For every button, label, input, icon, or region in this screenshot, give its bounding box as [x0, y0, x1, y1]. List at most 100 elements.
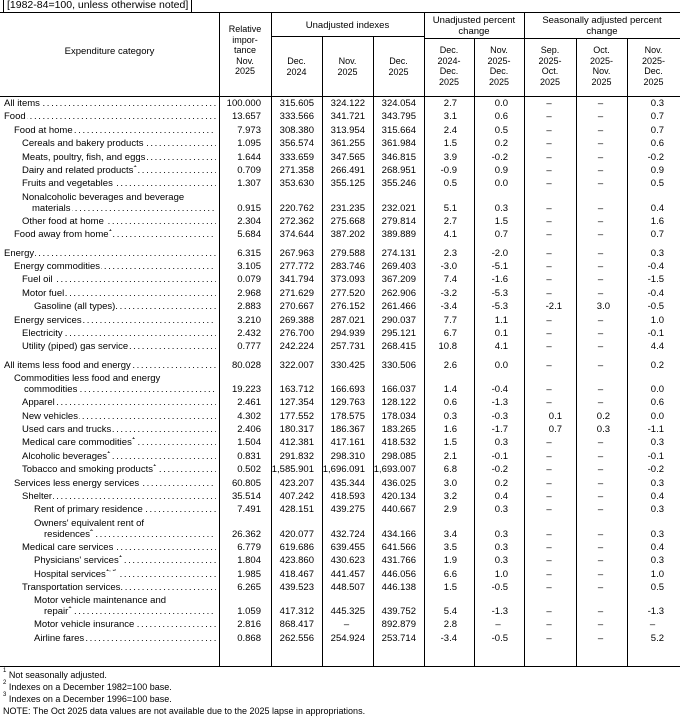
col-rule [373, 37, 374, 666]
cell-value: – [343, 619, 350, 631]
seasonal-pct-header-line: change [586, 26, 618, 37]
cell-value: 0.3 [494, 202, 508, 214]
cell-value: 60.805 [231, 477, 261, 489]
cell-value: 2.7 [443, 98, 457, 109]
cell-value: 0.5 [494, 124, 508, 136]
cell-value: 423.207 [279, 477, 314, 489]
cell-value: 418.593 [330, 491, 365, 502]
cell-value: 423.860 [279, 555, 314, 567]
cell-value: 1.0 [650, 314, 664, 326]
cell-value: – [546, 341, 552, 353]
cell-value: 333.659 [279, 151, 314, 163]
col-rule [271, 12, 272, 666]
cell-value: – [597, 274, 604, 286]
cell-value: 1.0 [650, 568, 664, 580]
cell-value: 10.8 [438, 341, 458, 353]
cell-value: 253.714 [381, 632, 416, 644]
cell-value: -1.3 [491, 397, 508, 409]
cell-value: 2.461 [237, 397, 261, 409]
cell-value: -1.3 [647, 606, 664, 618]
cell-value: – [546, 328, 552, 339]
cell-value: -0.3 [491, 410, 508, 422]
cell-value: 341.721 [330, 111, 365, 123]
cell-value: 361.255 [330, 138, 365, 150]
cell-value: – [597, 261, 604, 272]
cell-value: 3.9 [443, 151, 457, 163]
cell-value: 428.151 [279, 504, 314, 516]
row-label: Rent of primary residence [34, 504, 216, 516]
cell-value: 0.1 [494, 328, 508, 339]
cell-value: 1.059 [237, 606, 261, 618]
cell-value: 346.815 [381, 151, 416, 163]
sub-header-line: 2025 [539, 76, 561, 87]
cell-value: -0.2 [491, 464, 508, 476]
cell-value: 1.504 [237, 437, 261, 449]
cell-value: 7.4 [443, 274, 457, 286]
footnote: 2 Indexes on a December 1982=100 base. [3, 680, 172, 692]
table-row: Food away from home1 5.684 374.644 387.202 3… [0, 229, 680, 242]
sub-header-col-5: Nov. 2025- Dec. 2025 [474, 45, 524, 87]
cell-value: -0.2 [647, 151, 664, 163]
cell-value: 439.752 [381, 606, 416, 618]
cell-value: 0.6 [650, 138, 664, 150]
table-row: Transportation services 6.265 439.523 448.5… [0, 582, 680, 595]
sub-header-line: 2025- [589, 55, 614, 66]
cell-value: 445.325 [330, 606, 365, 618]
cell-value: 80.028 [231, 359, 261, 371]
header-importance: Relative impor-tance Nov. 2025 [219, 24, 271, 77]
table-row: Food 13.657 333.566 341.721 343.795 3.1 0.6 – – 0… [0, 111, 680, 124]
cell-value: 0.3 [494, 504, 508, 516]
header-seasonal-pct: Seasonally adjusted percent change [524, 15, 680, 37]
row-label: Physicians' services1 [34, 555, 216, 567]
table-row: Motor fuel 2.968 271.629 277.520 262.906 -3.2… [0, 287, 680, 301]
cell-value: 6.7 [443, 328, 457, 339]
sub-header-line: 2025 [591, 76, 612, 87]
cell-value: 434.166 [381, 528, 416, 540]
cell-value: 271.629 [279, 287, 314, 299]
cell-value: 1,696.091 [322, 464, 365, 476]
row-label-line1: Nonalcoholic beverages and beverage [22, 191, 185, 203]
cell-value: 129.763 [330, 397, 365, 409]
cell-value: – [597, 202, 604, 214]
header-top-rule [0, 12, 680, 13]
row-label: Fruits and vegetables [22, 178, 216, 190]
cell-value: – [546, 138, 552, 150]
cell-value: 0.7 [650, 229, 664, 241]
cell-value: 0.0 [650, 410, 664, 422]
cell-value: -0.4 [647, 261, 664, 272]
cell-value: – [546, 261, 552, 272]
row-label: Dairy and related products1 [22, 165, 216, 176]
table-row: Food at home 7.973 308.380 313.954 315.664 2.… [0, 124, 680, 138]
sub-header-line: 2025- [641, 55, 666, 66]
table-row: New vehicles 4.302 177.552 178.575 178.034 0.… [0, 410, 680, 424]
cell-value: 0.0 [650, 384, 664, 396]
table-row: Motor vehicle insurance 2.816 868.417 – 892.… [0, 619, 680, 632]
cell-value: 0.9 [650, 165, 664, 176]
cell-value: – [546, 528, 552, 540]
cell-value: – [597, 528, 604, 540]
cell-value: 389.889 [381, 229, 416, 241]
cell-value: -0.4 [491, 384, 508, 396]
cell-value: 6.315 [237, 247, 261, 259]
row-label: repair1 [44, 606, 216, 618]
cell-value: 0.6 [650, 397, 664, 409]
cell-value: – [546, 555, 552, 567]
cell-value: – [597, 165, 604, 176]
cell-value: 1.6 [650, 215, 664, 227]
cell-value: -0.1 [491, 450, 508, 462]
cell-value: 2.4 [443, 124, 457, 136]
sub-header-line: Nov. [644, 45, 663, 55]
sub-header-col-2: Nov. 2025 [322, 56, 373, 77]
importance-header-line: Relative [228, 24, 262, 34]
cell-value: – [546, 384, 552, 396]
cell-value: 35.514 [231, 491, 261, 502]
cell-value: 0.0 [494, 359, 508, 371]
row-label: Meats, poultry, fish, and eggs [22, 151, 216, 163]
cell-value: – [597, 287, 604, 299]
cell-value: 277.772 [279, 261, 314, 272]
cell-value: 4.1 [494, 341, 508, 353]
cell-value: -0.4 [647, 287, 664, 299]
cell-value: 4.302 [237, 410, 261, 422]
cell-value: – [546, 229, 552, 241]
